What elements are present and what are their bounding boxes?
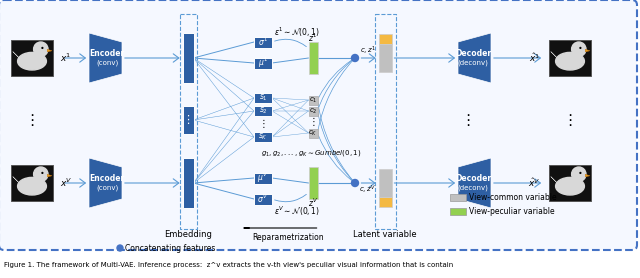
Ellipse shape xyxy=(18,52,47,70)
Text: $c_1$: $c_1$ xyxy=(308,95,317,105)
FancyBboxPatch shape xyxy=(254,93,272,103)
Text: $\sigma^V$: $\sigma^V$ xyxy=(257,193,269,205)
FancyBboxPatch shape xyxy=(308,96,317,105)
Circle shape xyxy=(42,47,44,49)
FancyBboxPatch shape xyxy=(254,58,272,68)
FancyBboxPatch shape xyxy=(308,128,317,138)
FancyBboxPatch shape xyxy=(378,169,392,197)
Circle shape xyxy=(42,172,44,174)
FancyBboxPatch shape xyxy=(254,193,272,205)
Text: ⋮: ⋮ xyxy=(460,113,476,128)
Text: (conv): (conv) xyxy=(96,185,118,191)
FancyBboxPatch shape xyxy=(308,42,317,74)
FancyBboxPatch shape xyxy=(378,34,392,44)
Text: $c_2$: $c_2$ xyxy=(308,106,317,116)
FancyBboxPatch shape xyxy=(254,132,272,142)
Text: $\epsilon^V{\sim}\mathcal{N}(0,1)$: $\epsilon^V{\sim}\mathcal{N}(0,1)$ xyxy=(274,204,320,218)
Text: $s_2$: $s_2$ xyxy=(259,106,268,116)
Text: ⋮: ⋮ xyxy=(308,117,318,127)
Text: ⋮: ⋮ xyxy=(563,113,578,128)
FancyBboxPatch shape xyxy=(450,207,466,215)
Text: $s_K$: $s_K$ xyxy=(258,132,268,142)
FancyBboxPatch shape xyxy=(254,36,272,48)
Text: $\mu^1$: $\mu^1$ xyxy=(258,56,268,70)
Polygon shape xyxy=(458,33,491,83)
Text: Decoder: Decoder xyxy=(455,48,491,58)
Text: Concatenating features: Concatenating features xyxy=(125,244,216,252)
Circle shape xyxy=(579,47,582,49)
FancyBboxPatch shape xyxy=(378,197,392,207)
Text: Reparametrization: Reparametrization xyxy=(252,232,324,242)
Text: Embedding: Embedding xyxy=(164,230,212,239)
Text: $x^V$: $x^V$ xyxy=(60,177,73,189)
Circle shape xyxy=(572,42,586,56)
Text: $c, z^V$: $c, z^V$ xyxy=(360,184,376,196)
Text: (conv): (conv) xyxy=(96,60,118,66)
Text: (deconv): (deconv) xyxy=(458,60,488,66)
Circle shape xyxy=(572,167,586,182)
Polygon shape xyxy=(458,158,491,208)
Polygon shape xyxy=(13,177,21,185)
Polygon shape xyxy=(47,174,52,177)
FancyBboxPatch shape xyxy=(254,173,272,183)
Polygon shape xyxy=(585,174,590,177)
Text: $\hat{x}^V$: $\hat{x}^V$ xyxy=(527,177,540,189)
Text: $g_1,g_2,...,g_K\sim Gumbel(0,1)$: $g_1,g_2,...,g_K\sim Gumbel(0,1)$ xyxy=(261,148,361,158)
FancyBboxPatch shape xyxy=(549,40,591,76)
FancyBboxPatch shape xyxy=(182,106,193,134)
Polygon shape xyxy=(89,33,122,83)
Text: $z^V$: $z^V$ xyxy=(308,197,318,209)
FancyBboxPatch shape xyxy=(308,106,317,115)
Text: $x^1$: $x^1$ xyxy=(60,52,72,64)
FancyBboxPatch shape xyxy=(182,158,193,208)
Text: (deconv): (deconv) xyxy=(458,185,488,191)
Text: $\epsilon^1{\sim}\mathcal{N}(0,1)$: $\epsilon^1{\sim}\mathcal{N}(0,1)$ xyxy=(274,25,320,39)
Text: Encoder: Encoder xyxy=(90,173,125,182)
FancyBboxPatch shape xyxy=(450,193,466,200)
Text: ⋮: ⋮ xyxy=(24,113,40,128)
FancyBboxPatch shape xyxy=(378,44,392,72)
Circle shape xyxy=(34,167,48,182)
Text: ⋮: ⋮ xyxy=(182,115,193,125)
FancyBboxPatch shape xyxy=(182,33,193,83)
Text: $\sigma^1$: $\sigma^1$ xyxy=(258,36,268,48)
Text: $\mu^V$: $\mu^V$ xyxy=(257,171,269,185)
Text: ⋮: ⋮ xyxy=(258,119,268,129)
FancyBboxPatch shape xyxy=(12,165,53,201)
Ellipse shape xyxy=(556,177,584,195)
Text: $c_K$: $c_K$ xyxy=(308,128,317,138)
Text: Latent variable: Latent variable xyxy=(353,230,417,239)
Polygon shape xyxy=(551,177,559,185)
Text: $\hat{x}^1$: $\hat{x}^1$ xyxy=(529,52,540,64)
Text: Figure 1. The framework of Multi-VAE. Inference process:  z^v extracts the v-th : Figure 1. The framework of Multi-VAE. In… xyxy=(4,262,453,268)
Circle shape xyxy=(351,54,358,61)
Text: View-peculiar variable: View-peculiar variable xyxy=(469,207,555,215)
Circle shape xyxy=(579,172,582,174)
Text: View-common variable: View-common variable xyxy=(469,192,557,202)
Text: Encoder: Encoder xyxy=(90,48,125,58)
Polygon shape xyxy=(551,52,559,59)
Ellipse shape xyxy=(556,52,584,70)
Polygon shape xyxy=(47,49,52,52)
FancyBboxPatch shape xyxy=(0,0,637,250)
Text: $z^1$: $z^1$ xyxy=(308,32,317,44)
FancyBboxPatch shape xyxy=(549,165,591,201)
Circle shape xyxy=(117,245,123,251)
Circle shape xyxy=(351,180,358,187)
Text: $c, z^1$: $c, z^1$ xyxy=(360,45,376,57)
Polygon shape xyxy=(13,52,21,59)
FancyBboxPatch shape xyxy=(254,106,272,116)
Polygon shape xyxy=(89,158,122,208)
FancyBboxPatch shape xyxy=(308,167,317,199)
Text: Decoder: Decoder xyxy=(455,173,491,182)
Polygon shape xyxy=(585,49,590,52)
Circle shape xyxy=(34,42,48,56)
Ellipse shape xyxy=(18,177,47,195)
FancyBboxPatch shape xyxy=(12,40,53,76)
Text: $s_1$: $s_1$ xyxy=(259,93,268,103)
